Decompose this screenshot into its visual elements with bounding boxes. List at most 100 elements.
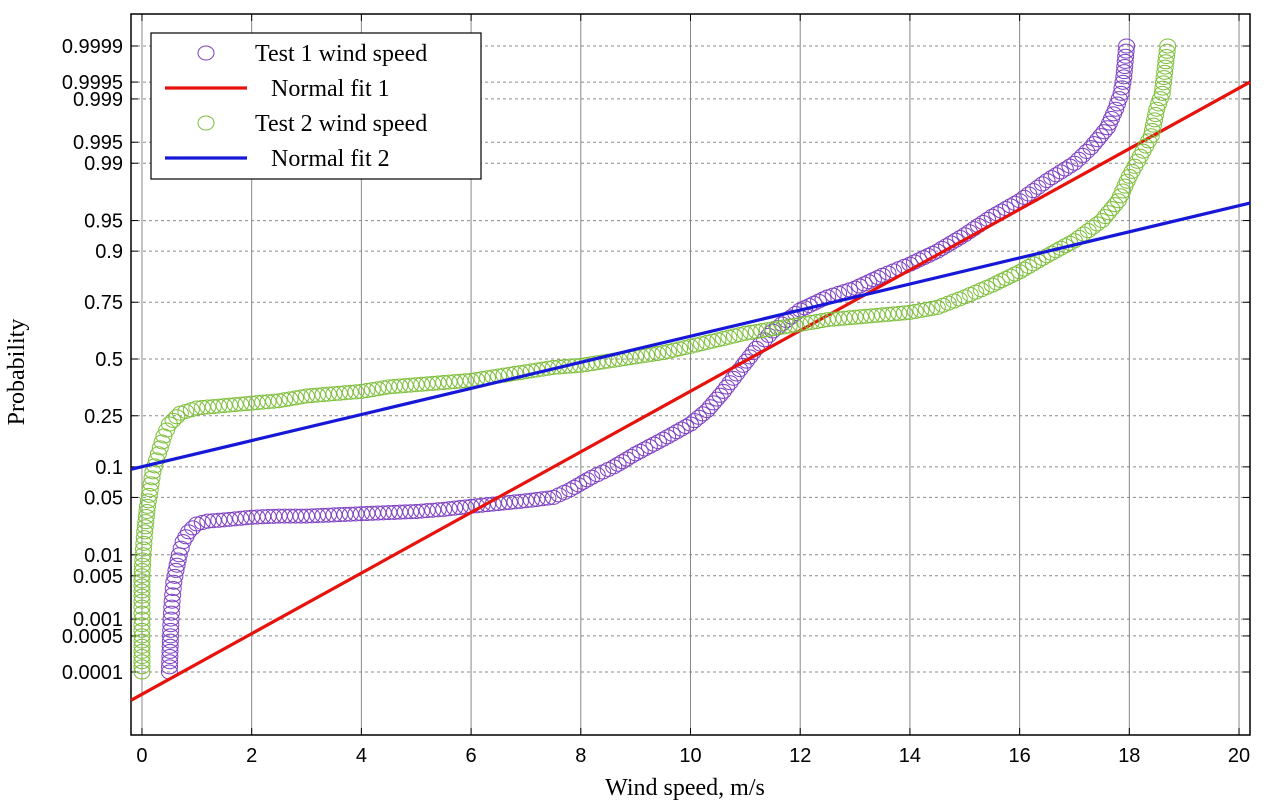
legend-item: Test 1 wind speed xyxy=(197,41,427,67)
data-point xyxy=(1096,209,1114,225)
data-point xyxy=(753,323,771,339)
data-point xyxy=(1155,70,1173,86)
data-point xyxy=(407,377,425,393)
data-point xyxy=(161,633,179,649)
data-point xyxy=(640,439,658,455)
data-point xyxy=(1095,124,1113,140)
data-point xyxy=(314,387,332,403)
data-point xyxy=(983,277,1001,293)
data-point xyxy=(134,557,152,573)
data-point xyxy=(1115,64,1133,80)
data-point xyxy=(756,332,774,348)
data-point xyxy=(1047,167,1065,183)
y-tick-label: 0.01 xyxy=(84,545,123,567)
data-point xyxy=(139,493,157,509)
data-point xyxy=(440,501,458,517)
data-point xyxy=(1156,64,1174,80)
x-tick-label: 16 xyxy=(1008,745,1030,767)
data-point xyxy=(747,324,765,340)
data-point xyxy=(1082,140,1100,156)
data-point xyxy=(172,540,190,556)
data-point xyxy=(857,308,875,324)
data-point xyxy=(237,510,255,526)
y-tick-label: 0.995 xyxy=(73,132,123,154)
y-tick-label: 0.9999 xyxy=(62,36,123,58)
data-point xyxy=(672,421,690,437)
data-point xyxy=(164,581,182,597)
data-point xyxy=(841,310,859,326)
data-point xyxy=(703,333,721,349)
data-point xyxy=(654,431,672,447)
y-tick-label: 0.25 xyxy=(84,406,123,428)
data-point xyxy=(134,552,152,568)
data-point xyxy=(578,472,596,488)
data-point xyxy=(741,349,759,365)
data-point xyxy=(737,353,755,369)
data-point xyxy=(158,422,176,438)
data-point xyxy=(802,314,820,330)
data-point xyxy=(270,393,288,409)
data-point xyxy=(1092,128,1110,144)
data-point xyxy=(720,329,738,345)
data-point xyxy=(161,638,179,654)
data-point xyxy=(654,345,672,361)
legend-box xyxy=(150,32,482,180)
legend-label: Test 2 wind speed xyxy=(255,111,427,137)
y-tick-label: 0.9 xyxy=(95,241,123,263)
data-point xyxy=(775,319,793,335)
data-point xyxy=(1113,80,1131,96)
data-point xyxy=(758,322,776,338)
data-point xyxy=(133,633,151,649)
data-point xyxy=(153,434,171,450)
data-point xyxy=(522,492,540,508)
data-point xyxy=(879,306,897,322)
data-point xyxy=(396,504,414,520)
series-2 xyxy=(130,80,1251,702)
data-point xyxy=(884,306,902,322)
data-point xyxy=(162,605,180,621)
data-point xyxy=(912,302,930,318)
data-point xyxy=(133,638,151,654)
data-point xyxy=(1038,248,1056,264)
data-point xyxy=(133,654,151,670)
data-point xyxy=(287,390,305,406)
data-point xyxy=(418,503,436,519)
data-point xyxy=(539,490,557,506)
data-point xyxy=(1157,54,1175,70)
data-point xyxy=(643,346,661,362)
data-point xyxy=(906,303,924,319)
data-point xyxy=(133,664,151,680)
data-point xyxy=(133,611,151,627)
legend-label: Normal fit 2 xyxy=(271,146,390,172)
data-point xyxy=(446,374,464,390)
y-tick-label: 0.005 xyxy=(73,566,123,588)
data-point xyxy=(574,474,592,490)
data-point xyxy=(1116,53,1134,69)
data-point xyxy=(162,622,180,638)
data-point xyxy=(303,388,321,404)
data-point xyxy=(446,500,464,516)
data-point xyxy=(1078,143,1096,159)
plot-series xyxy=(130,38,1251,702)
data-point xyxy=(890,305,908,321)
data-point xyxy=(1089,132,1107,148)
data-point xyxy=(649,346,667,362)
data-point xyxy=(226,397,244,413)
data-point xyxy=(742,324,760,340)
data-point xyxy=(780,318,798,334)
data-point xyxy=(166,568,184,584)
data-point xyxy=(791,316,809,332)
data-point xyxy=(855,276,873,292)
data-point xyxy=(163,599,181,615)
data-point xyxy=(168,409,186,425)
data-point xyxy=(210,398,228,414)
data-point xyxy=(622,448,640,464)
y-tick-label: 0.05 xyxy=(84,487,123,509)
data-point xyxy=(677,419,695,435)
data-point xyxy=(325,386,343,402)
data-point xyxy=(133,588,151,604)
data-point xyxy=(162,611,180,627)
data-point xyxy=(374,380,392,396)
data-point xyxy=(1153,85,1171,101)
data-point xyxy=(711,387,729,403)
